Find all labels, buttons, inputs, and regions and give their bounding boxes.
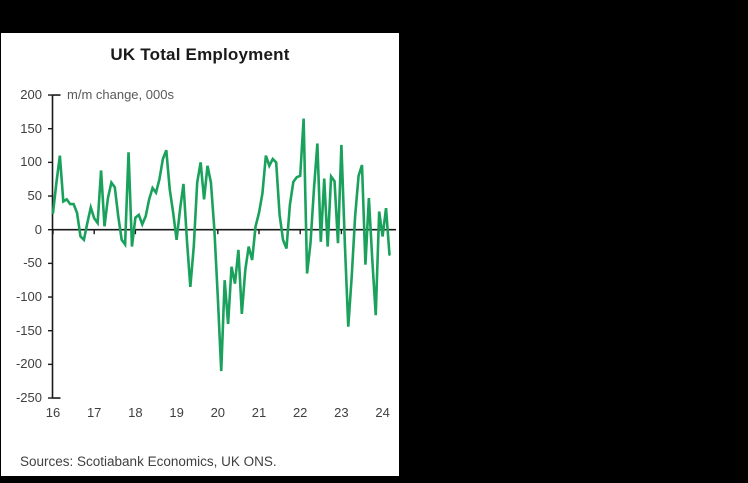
units-annotation: m/m change, 000s bbox=[67, 87, 174, 102]
y-tick-label: -150 bbox=[15, 322, 42, 338]
employment-series-line bbox=[51, 118, 391, 372]
y-tick-label: 100 bbox=[20, 154, 42, 170]
sources-note: Sources: Scotiabank Economics, UK ONS. bbox=[20, 454, 277, 469]
y-tick-label: 50 bbox=[27, 188, 42, 204]
x-tick-label: 18 bbox=[128, 405, 143, 420]
x-tick-label: 21 bbox=[251, 405, 267, 420]
y-tick-label: -100 bbox=[15, 289, 42, 305]
x-tick-label: 23 bbox=[334, 405, 349, 420]
y-tick-label: -50 bbox=[23, 255, 42, 271]
y-tick-label: -250 bbox=[15, 390, 42, 406]
chart-panel: UK Total Employment m/m change, 000s 200… bbox=[1, 33, 399, 476]
x-tick-label: 24 bbox=[375, 405, 390, 420]
x-tick-label: 20 bbox=[210, 405, 226, 420]
employment-line-chart bbox=[48, 94, 396, 399]
x-tick-label: 22 bbox=[292, 405, 308, 420]
x-tick-label: 19 bbox=[169, 405, 184, 420]
y-tick-label: 0 bbox=[34, 221, 42, 237]
y-tick-label: 150 bbox=[20, 120, 42, 136]
y-tick-label: 200 bbox=[20, 87, 42, 103]
chart-title: UK Total Employment bbox=[110, 45, 290, 64]
y-tick-label: -200 bbox=[15, 356, 42, 372]
x-tick-label: 16 bbox=[45, 405, 61, 420]
x-tick-label: 17 bbox=[86, 405, 102, 420]
